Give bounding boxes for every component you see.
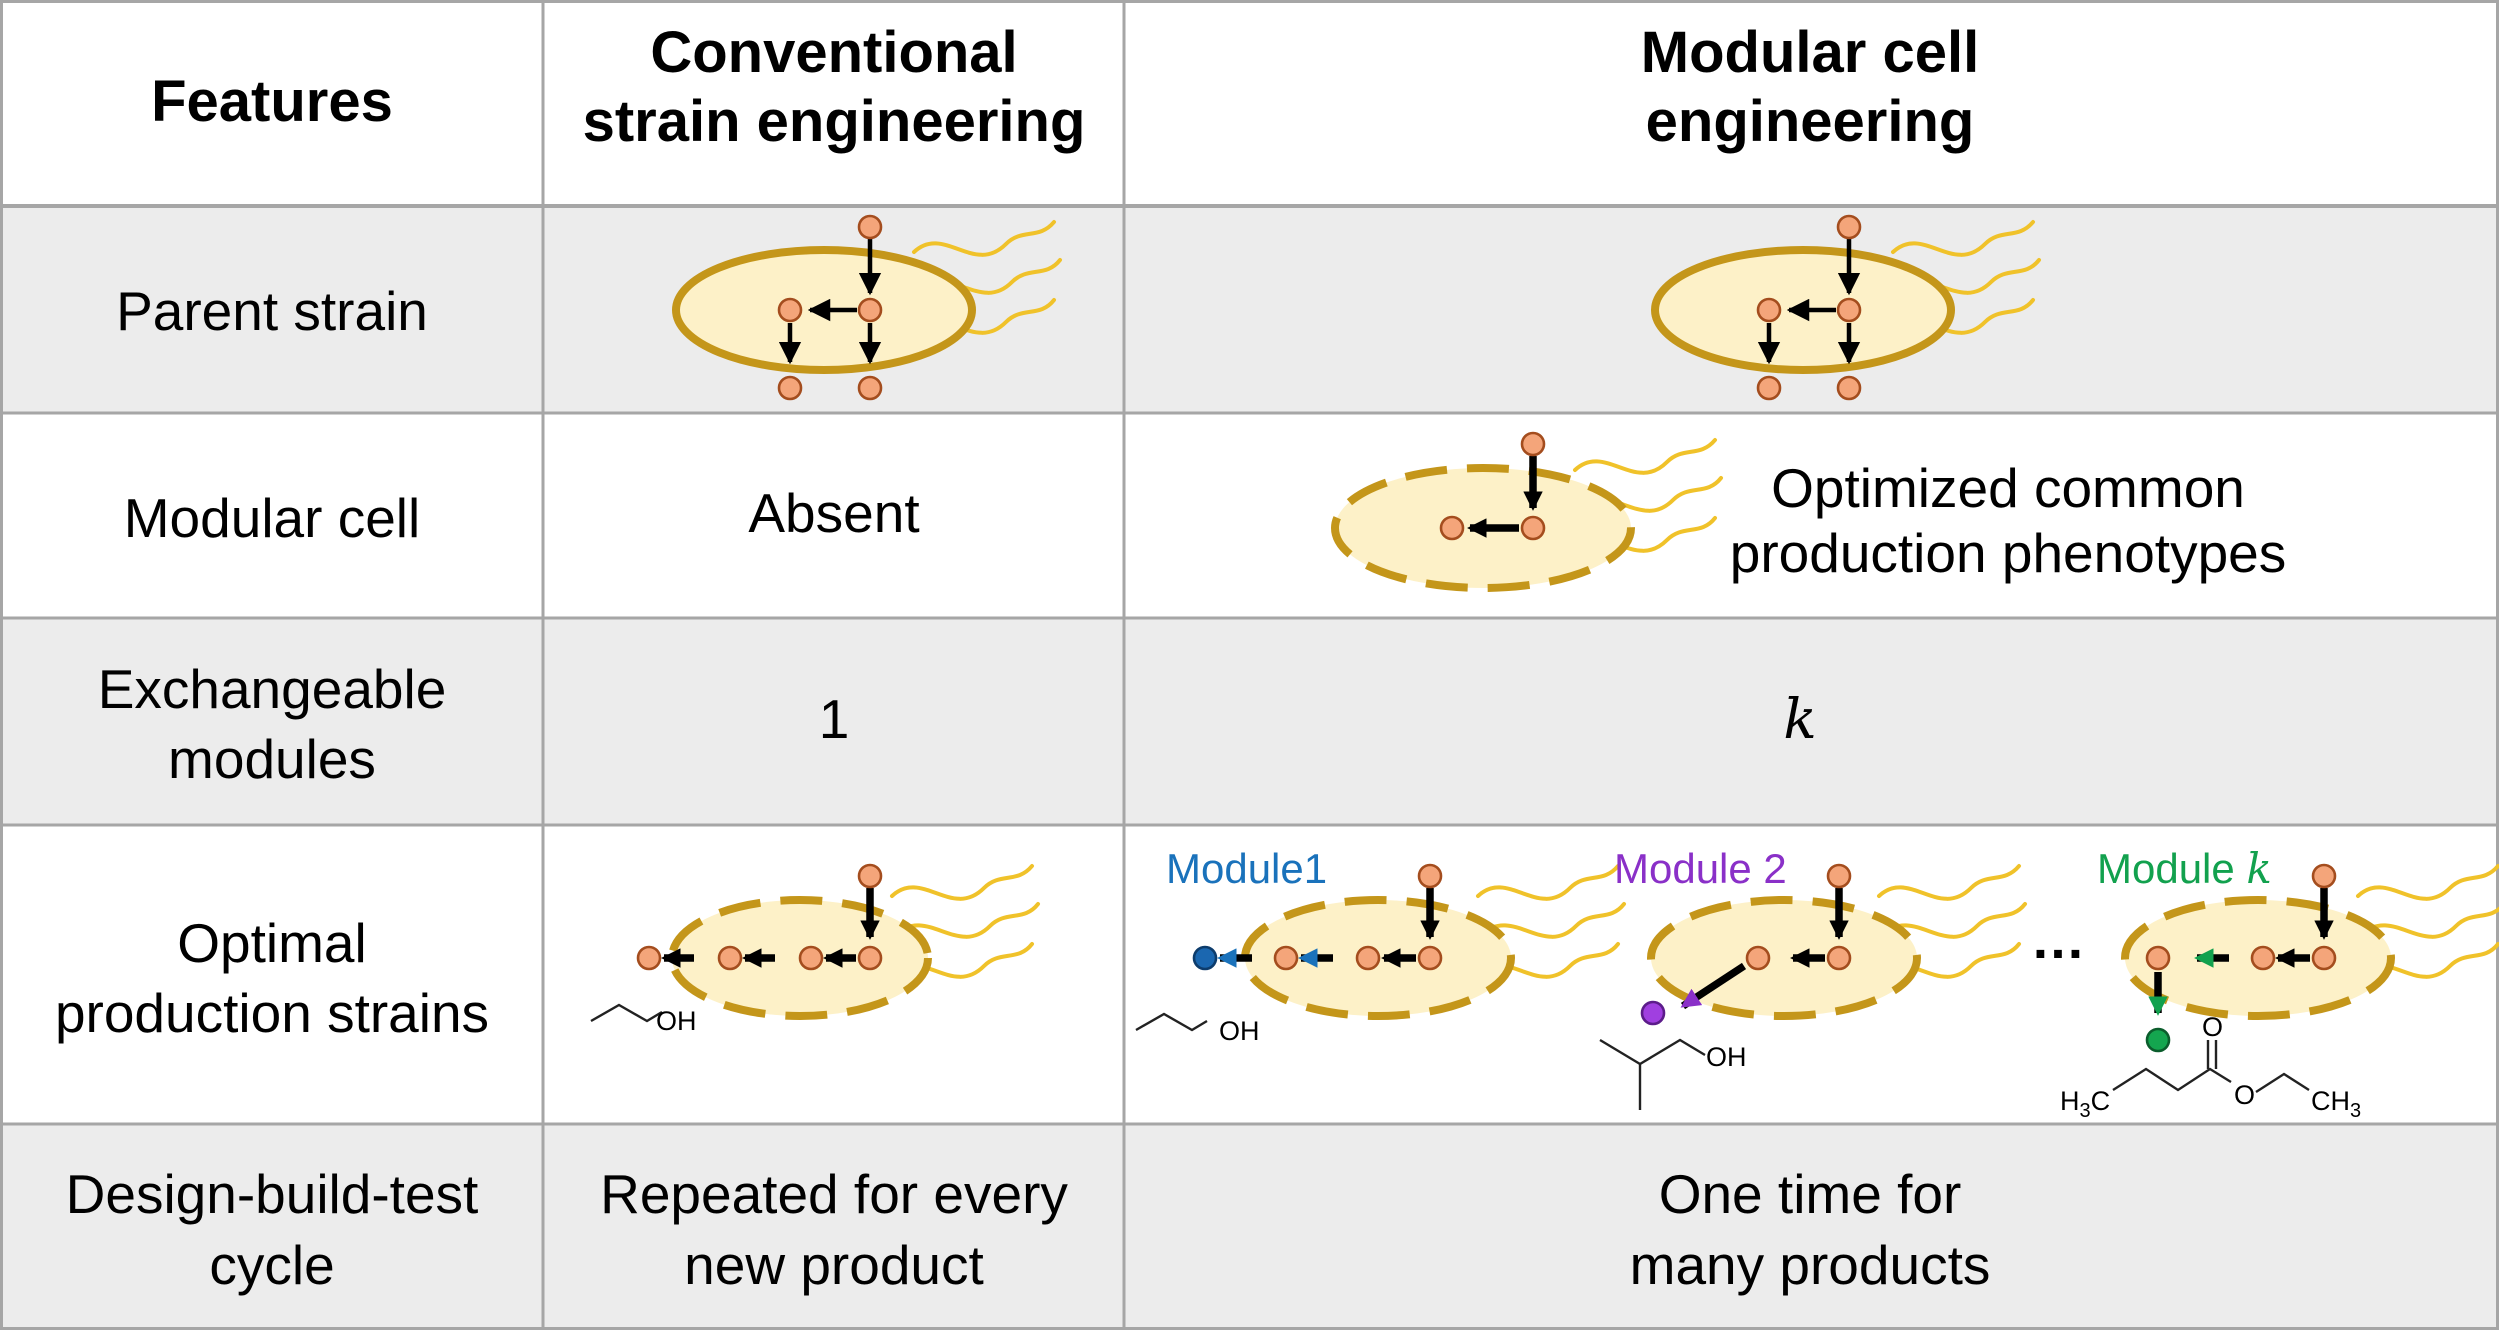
row-bg-dbt [0,1124,2499,1330]
h3c-h: H [2060,1086,2080,1116]
row-bg-header [0,0,2499,205]
dbt-modular-line1: One time for [1659,1163,1962,1225]
module1-label: Module1 [1166,845,1327,892]
dbt-conventional-line1: Repeated for every [600,1163,1068,1225]
modular-cell-diagram [1331,431,1723,592]
ethanol-oh-module1: OH [1219,1016,1260,1046]
header-modular-line1: Modular cell [1641,20,1979,85]
ethanol-oh-conventional: OH [656,1006,697,1036]
ch3-sub: 3 [2350,1100,2361,1122]
header-conventional-line1: Conventional [650,20,1017,85]
modules-modular: k [1783,687,1816,751]
optimal-strain-module-k: Module k H3C O O CH3 [2060,844,2499,1122]
row-label-optimal-line2: production strains [55,982,489,1044]
ethyl-butyrate-h3c: H3C [2060,1086,2110,1122]
optimal-strain-module2: Module 2 OH [1599,845,2027,1110]
row-bg-modular-cell [0,413,2499,618]
ch3-ch: CH [2311,1086,2350,1116]
modular-cell-conventional: Absent [748,482,919,544]
row-bg-parent [0,207,2499,413]
row-bg-optimal [0,825,2499,1124]
header-conventional-line2: strain engineering [583,89,1086,154]
module-k-var: k [2246,844,2271,893]
row-label-optimal-line1: Optimal [177,912,367,974]
optimal-strain-conventional: OH [590,863,1040,1036]
module-k-prefix: Module [2097,845,2246,892]
ester-carbonyl-o: O [2202,1012,2223,1042]
h3c-sub: 3 [2080,1100,2091,1122]
ester-o: O [2234,1080,2255,1110]
header-features: Features [151,69,393,134]
ethyl-butyrate-ch3: CH3 [2311,1086,2361,1122]
isobutanol-oh: OH [1706,1042,1747,1072]
row-label-dbt-line2: cycle [209,1234,334,1296]
modules-conventional: 1 [819,688,850,750]
row-label-modular-cell: Modular cell [124,487,421,549]
header-modular-line2: engineering [1646,89,1975,154]
row-label-modules-line1: Exchangeable [98,658,447,720]
parent-strain-cell-conventional [672,214,1062,401]
row-label-parent-strain: Parent strain [116,280,428,342]
h3c-c: C [2091,1086,2111,1116]
row-label-modules-line2: modules [168,728,376,790]
row-label-dbt-line1: Design-build-test [66,1163,479,1225]
optimal-strain-module1: Module1 OH [1135,845,1626,1046]
module2-label: Module 2 [1614,845,1787,892]
modular-cell-note-line1: Optimized common [1771,457,2245,519]
row-bg-modules [0,618,2499,825]
dbt-modular-line2: many products [1630,1234,1991,1296]
module-k-label: Module k [2097,844,2272,893]
dbt-conventional-line2: new product [684,1234,984,1296]
modular-cell-note-line2: production phenotypes [1730,522,2287,584]
modules-ellipsis: … [2031,908,2086,970]
parent-strain-cell-modular [1651,214,2041,401]
